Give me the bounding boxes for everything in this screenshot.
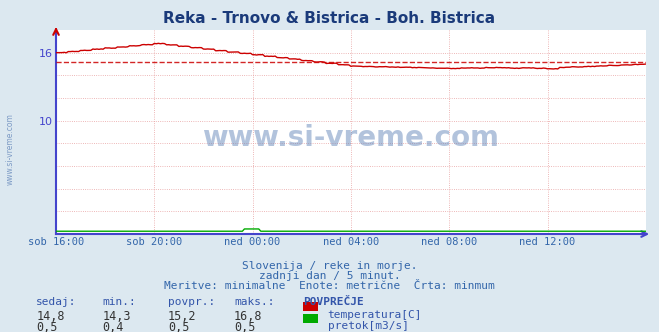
- Text: 0,5: 0,5: [36, 321, 57, 332]
- Text: 0,5: 0,5: [168, 321, 189, 332]
- Text: Reka - Trnovo & Bistrica - Boh. Bistrica: Reka - Trnovo & Bistrica - Boh. Bistrica: [163, 11, 496, 26]
- Text: min.:: min.:: [102, 297, 136, 307]
- Text: pretok[m3/s]: pretok[m3/s]: [328, 321, 409, 331]
- Text: povpr.:: povpr.:: [168, 297, 215, 307]
- Text: 0,5: 0,5: [234, 321, 255, 332]
- Text: POVPREČJE: POVPREČJE: [303, 297, 364, 307]
- Text: zadnji dan / 5 minut.: zadnji dan / 5 minut.: [258, 271, 401, 281]
- Text: sedaj:: sedaj:: [36, 297, 76, 307]
- Text: www.si-vreme.com: www.si-vreme.com: [5, 114, 14, 185]
- Text: 0,4: 0,4: [102, 321, 123, 332]
- Text: 16,8: 16,8: [234, 310, 262, 323]
- Text: Meritve: minimalne  Enote: metrične  Črta: minmum: Meritve: minimalne Enote: metrične Črta:…: [164, 281, 495, 291]
- Text: maks.:: maks.:: [234, 297, 274, 307]
- Text: 14,8: 14,8: [36, 310, 65, 323]
- Text: temperatura[C]: temperatura[C]: [328, 310, 422, 320]
- Text: 14,3: 14,3: [102, 310, 130, 323]
- Text: www.si-vreme.com: www.si-vreme.com: [202, 124, 500, 152]
- Text: 15,2: 15,2: [168, 310, 196, 323]
- Text: Slovenija / reke in morje.: Slovenija / reke in morje.: [242, 261, 417, 271]
